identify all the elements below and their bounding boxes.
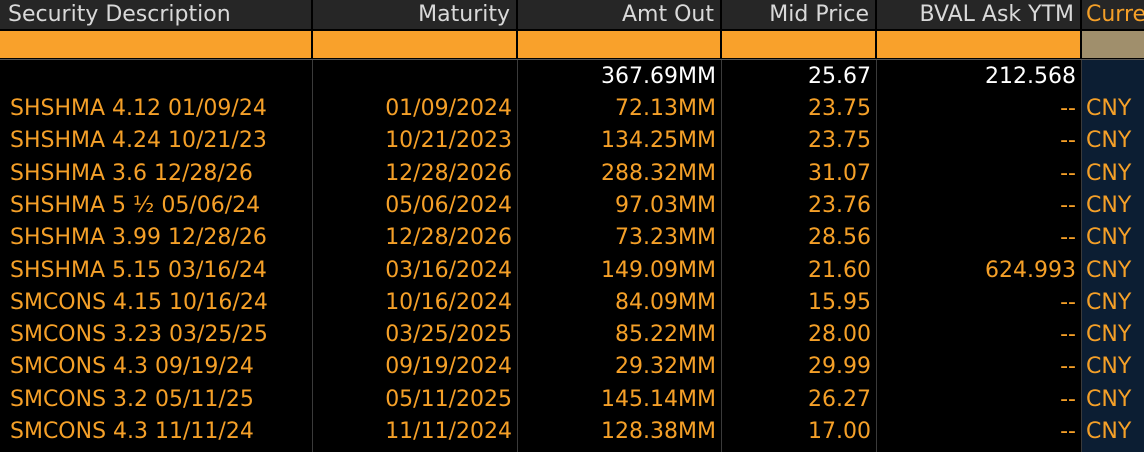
amt-out-cell: 134.25MM xyxy=(601,128,716,153)
amt-out-cell: 288.32MM xyxy=(601,161,716,186)
maturity-cell: 11/11/2024 xyxy=(385,419,512,444)
currency-cell: CNY xyxy=(1086,161,1132,186)
mid-price-cell: 26.27 xyxy=(808,387,871,412)
header-separator xyxy=(0,59,1144,60)
currency-cell: CNY xyxy=(1086,193,1132,218)
column-divider xyxy=(312,60,313,452)
mid-price-cell: 21.60 xyxy=(808,258,871,283)
amt-out-cell: 149.09MM xyxy=(601,258,716,283)
amt-out-cell: 72.13MM xyxy=(615,96,716,121)
mid-price-cell: 29.99 xyxy=(808,354,871,379)
currency-cell: CNY xyxy=(1086,419,1132,444)
bval-ask-ytm-cell: -- xyxy=(1060,193,1076,218)
bval-ask-ytm-cell: -- xyxy=(1060,354,1076,379)
bval-ask-ytm-cell: -- xyxy=(1060,225,1076,250)
mid-price-cell: 31.07 xyxy=(808,161,871,186)
mid-price-cell: 28.56 xyxy=(808,225,871,250)
maturity-cell: 01/09/2024 xyxy=(385,96,512,121)
header-maturity[interactable]: Maturity xyxy=(313,0,518,29)
filter-bval-ask-ytm[interactable] xyxy=(877,31,1082,58)
currency-cell: CNY xyxy=(1086,322,1132,347)
maturity-cell: 09/19/2024 xyxy=(385,354,512,379)
security-description-cell[interactable]: SMCONS 3.23 03/25/25 xyxy=(10,322,268,347)
currency-cell: CNY xyxy=(1086,96,1132,121)
security-description-cell[interactable]: SMCONS 4.3 09/19/24 xyxy=(10,354,254,379)
amt-out-cell: 128.38MM xyxy=(601,419,716,444)
currency-cell: CNY xyxy=(1086,258,1132,283)
header-currency[interactable]: Curre xyxy=(1082,0,1144,29)
security-description-cell[interactable]: SMCONS 3.2 05/11/25 xyxy=(10,387,254,412)
amt-out-cell: 145.14MM xyxy=(601,387,716,412)
mid-price-cell: 28.00 xyxy=(808,322,871,347)
security-description-cell[interactable]: SMCONS 4.15 10/16/24 xyxy=(10,290,268,315)
column-divider xyxy=(721,60,722,452)
amt-out-cell: 73.23MM xyxy=(615,225,716,250)
bval-ask-ytm-cell: -- xyxy=(1060,387,1076,412)
column-divider xyxy=(517,60,518,452)
bval-ask-ytm-cell: -- xyxy=(1060,96,1076,121)
security-description-cell[interactable]: SHSHMA 5.15 03/16/24 xyxy=(10,258,267,283)
mid-price-cell: 15.95 xyxy=(808,290,871,315)
amt-out-cell: 85.22MM xyxy=(615,322,716,347)
amt-out-cell: 29.32MM xyxy=(615,354,716,379)
security-description-cell[interactable]: SHSHMA 4.12 01/09/24 xyxy=(10,96,267,121)
header-mid-price[interactable]: Mid Price xyxy=(722,0,877,29)
security-description-cell[interactable]: SHSHMA 4.24 10/21/23 xyxy=(10,128,267,153)
maturity-cell: 12/28/2026 xyxy=(385,161,512,186)
bval-ask-ytm-cell: -- xyxy=(1060,290,1076,315)
bval-ask-ytm-cell: -- xyxy=(1060,128,1076,153)
maturity-cell: 12/28/2026 xyxy=(385,225,512,250)
maturity-cell: 03/16/2024 xyxy=(385,258,512,283)
currency-column-background xyxy=(1082,60,1144,452)
currency-cell: CNY xyxy=(1086,354,1132,379)
currency-cell: CNY xyxy=(1086,290,1132,315)
total-bval-ask-ytm: 212.568 xyxy=(985,64,1076,89)
maturity-cell: 05/11/2025 xyxy=(385,387,512,412)
mid-price-cell: 17.00 xyxy=(808,419,871,444)
maturity-cell: 10/16/2024 xyxy=(385,290,512,315)
maturity-cell: 05/06/2024 xyxy=(385,193,512,218)
security-description-cell[interactable]: SHSHMA 5 ½ 05/06/24 xyxy=(10,193,261,218)
mid-price-cell: 23.75 xyxy=(808,96,871,121)
mid-price-cell: 23.76 xyxy=(808,193,871,218)
amt-out-cell: 84.09MM xyxy=(615,290,716,315)
security-description-cell[interactable]: SMCONS 4.3 11/11/24 xyxy=(10,419,254,444)
header-bval-ask-ytm[interactable]: BVAL Ask YTM xyxy=(877,0,1082,29)
total-amt-out: 367.69MM xyxy=(601,64,716,89)
amt-out-cell: 97.03MM xyxy=(615,193,716,218)
filter-currency[interactable] xyxy=(1082,31,1144,58)
bval-ask-ytm-cell: -- xyxy=(1060,419,1076,444)
currency-cell: CNY xyxy=(1086,128,1132,153)
mid-price-cell: 23.75 xyxy=(808,128,871,153)
filter-mid-price[interactable] xyxy=(722,31,877,58)
maturity-cell: 03/25/2025 xyxy=(385,322,512,347)
filter-security-description[interactable] xyxy=(0,31,313,58)
header-amt-out[interactable]: Amt Out xyxy=(518,0,722,29)
column-divider xyxy=(1081,60,1082,452)
bval-ask-ytm-cell: 624.993 xyxy=(985,258,1076,283)
bval-ask-ytm-cell: -- xyxy=(1060,322,1076,347)
header-security-description[interactable]: Security Description xyxy=(0,0,313,29)
column-divider xyxy=(876,60,877,452)
maturity-cell: 10/21/2023 xyxy=(385,128,512,153)
currency-cell: CNY xyxy=(1086,225,1132,250)
total-mid-price: 25.67 xyxy=(808,64,871,89)
filter-maturity[interactable] xyxy=(313,31,518,58)
currency-cell: CNY xyxy=(1086,387,1132,412)
security-description-cell[interactable]: SHSHMA 3.99 12/28/26 xyxy=(10,225,267,250)
bval-ask-ytm-cell: -- xyxy=(1060,161,1076,186)
filter-amt-out[interactable] xyxy=(518,31,722,58)
security-description-cell[interactable]: SHSHMA 3.6 12/28/26 xyxy=(10,161,253,186)
